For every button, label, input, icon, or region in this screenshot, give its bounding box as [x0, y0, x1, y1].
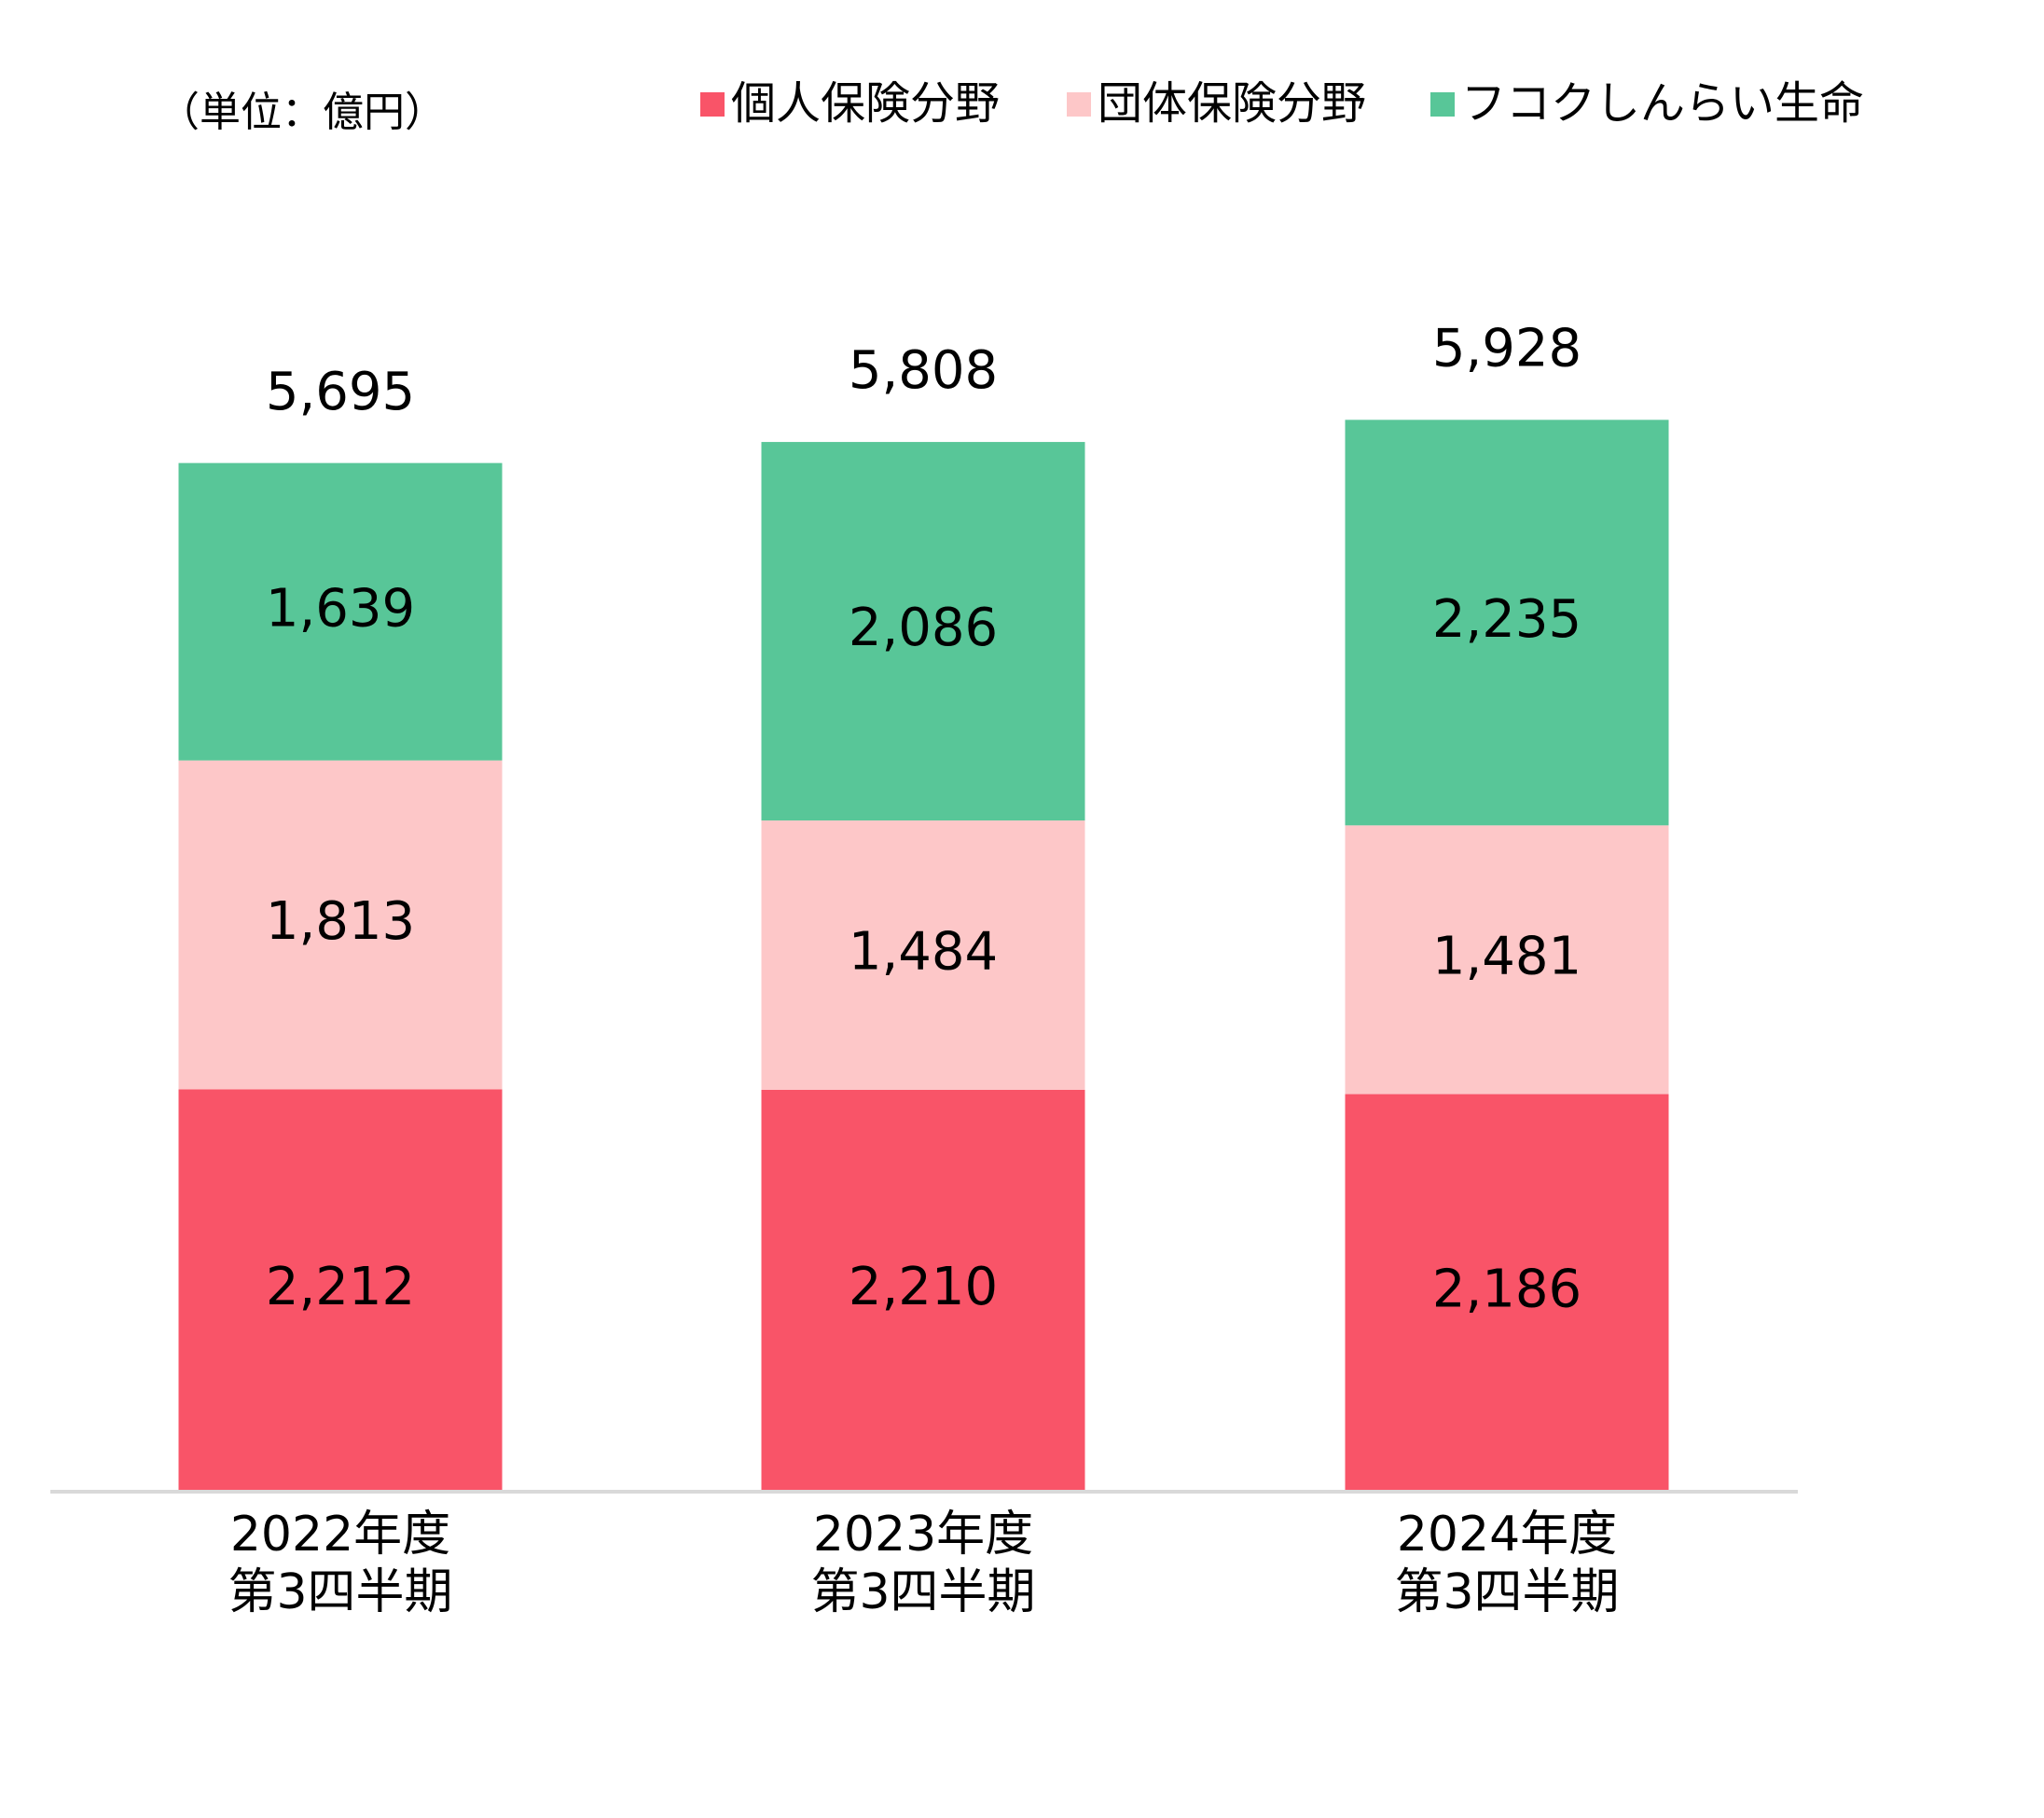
bar-segment	[178, 1089, 503, 1491]
bar-segment	[1345, 1094, 1669, 1491]
bar-segment	[761, 1089, 1085, 1491]
x-tick-label: 2022年度 第3四半期	[228, 1507, 453, 1620]
bar-segment	[1345, 420, 1669, 826]
value-label: 1,813	[266, 891, 415, 952]
value-label: 2,186	[1432, 1259, 1581, 1319]
value-label: 1,639	[266, 578, 415, 639]
bar-segment	[178, 760, 503, 1090]
value-label: 2,235	[1432, 589, 1581, 650]
total-label: 5,928	[1432, 318, 1581, 379]
value-label: 2,212	[266, 1257, 415, 1317]
bar-segment	[761, 820, 1085, 1090]
value-label: 1,484	[849, 922, 998, 983]
legend-label: 個人保険分野	[731, 77, 1000, 130]
bar-segment	[178, 462, 503, 761]
x-tick-label: 2024年度 第3四半期	[1394, 1507, 1620, 1620]
value-label: 2,210	[849, 1257, 998, 1317]
value-label: 2,086	[849, 598, 998, 658]
bar-segment	[1345, 825, 1669, 1095]
unit-label: （単位：億円）	[159, 89, 446, 136]
value-label: 1,481	[1432, 927, 1581, 987]
total-label: 5,808	[849, 340, 998, 401]
legend-label: 団体保険分野	[1098, 77, 1366, 130]
bar-segment	[761, 442, 1085, 821]
legend-swatch	[1430, 92, 1455, 117]
legend-swatch	[700, 92, 725, 117]
total-label: 5,695	[266, 362, 415, 422]
x-tick-label: 2023年度 第3四半期	[810, 1507, 1036, 1620]
legend-label: フコクしんらい生命	[1461, 77, 1864, 130]
legend-swatch	[1067, 92, 1091, 117]
